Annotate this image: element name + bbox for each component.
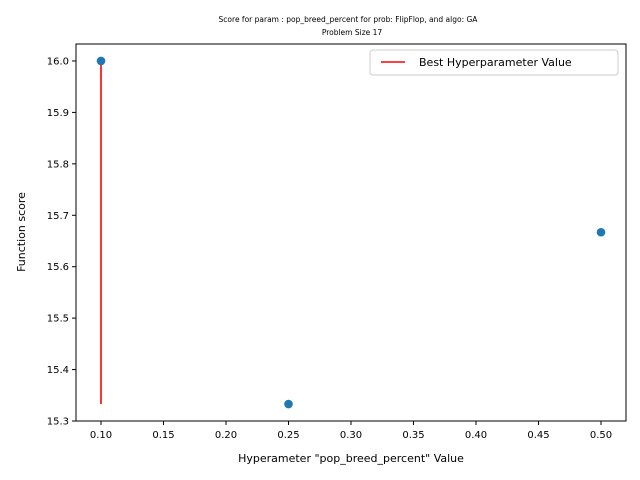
plot-marks (96, 56, 606, 409)
chart-title: Score for param : pop_breed_percent for … (219, 15, 479, 24)
y-axis-label: Function score (15, 192, 28, 272)
y-tick-label: 15.5 (47, 314, 69, 325)
x-tick-label: 0.45 (527, 430, 549, 441)
x-tick-label: 0.15 (152, 430, 174, 441)
y-tick-label: 15.3 (47, 417, 69, 428)
x-tick-label: 0.30 (340, 430, 362, 441)
x-tick-label: 0.35 (402, 430, 424, 441)
scatter-point (284, 399, 293, 409)
x-axis-ticks: 0.10 0.15 0.20 0.25 0.30 0.35 0.40 0.45 0.50 (90, 421, 612, 441)
chart-subtitle: Problem Size 17 (322, 28, 383, 37)
x-tick-label: 0.25 (277, 430, 299, 441)
y-tick-label: 15.9 (47, 108, 69, 119)
y-tick-label: 15.6 (47, 262, 69, 273)
legend: Best Hyperparameter Value (369, 49, 619, 76)
x-tick-label: 0.40 (465, 430, 487, 441)
y-tick-label: 15.7 (47, 211, 69, 222)
x-tick-label: 0.20 (215, 430, 237, 441)
y-axis-ticks: 15.3 15.4 15.5 15.6 15.7 15.8 15.9 16.0 (47, 56, 76, 428)
y-tick-label: 16.0 (47, 56, 69, 67)
legend-box (369, 49, 619, 76)
y-tick-label: 15.4 (47, 365, 69, 376)
legend-label: Best Hyperparameter Value (419, 56, 572, 69)
x-tick-label: 0.10 (90, 430, 112, 441)
y-tick-label: 15.8 (47, 159, 69, 170)
scatter-point (596, 227, 606, 237)
x-axis-label: Hyperameter "pop_breed_percent" Value (238, 452, 464, 465)
plot-area-frame (75, 43, 627, 422)
x-tick-label: 0.50 (590, 430, 612, 441)
scatter-point (96, 56, 106, 66)
